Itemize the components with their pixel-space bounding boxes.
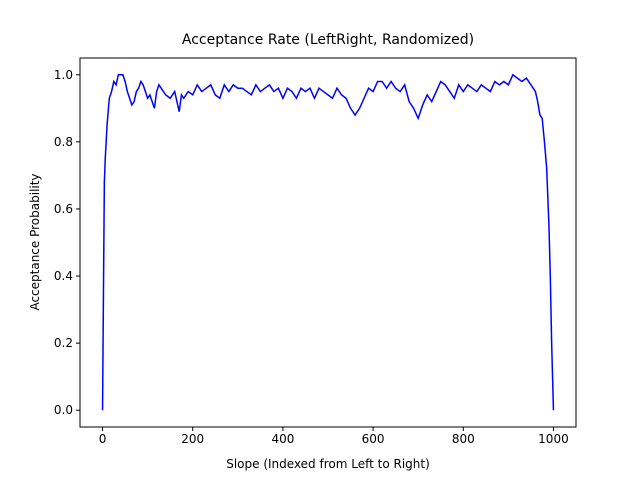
x-axis-label: Slope (Indexed from Left to Right) bbox=[226, 457, 430, 471]
y-axis-label: Acceptance Probability bbox=[28, 173, 42, 310]
x-tick-label: 400 bbox=[271, 432, 294, 446]
y-tick-label: 1.0 bbox=[54, 68, 73, 82]
chart-title: Acceptance Rate (LeftRight, Randomized) bbox=[182, 32, 474, 48]
y-tick-label: 0.8 bbox=[54, 135, 73, 149]
y-tick-label: 0.4 bbox=[54, 269, 73, 283]
x-tick-label: 200 bbox=[181, 432, 204, 446]
y-tick-label: 0.2 bbox=[54, 336, 73, 350]
y-tick-label: 0.0 bbox=[54, 403, 73, 417]
x-tick-label: 600 bbox=[362, 432, 385, 446]
plot-frame bbox=[79, 57, 577, 428]
data-line bbox=[101, 73, 555, 411]
x-tick-label: 800 bbox=[452, 432, 475, 446]
x-tick-label: 0 bbox=[99, 432, 107, 446]
y-tick-label: 0.6 bbox=[54, 202, 73, 216]
x-tick-label: 1000 bbox=[538, 432, 569, 446]
